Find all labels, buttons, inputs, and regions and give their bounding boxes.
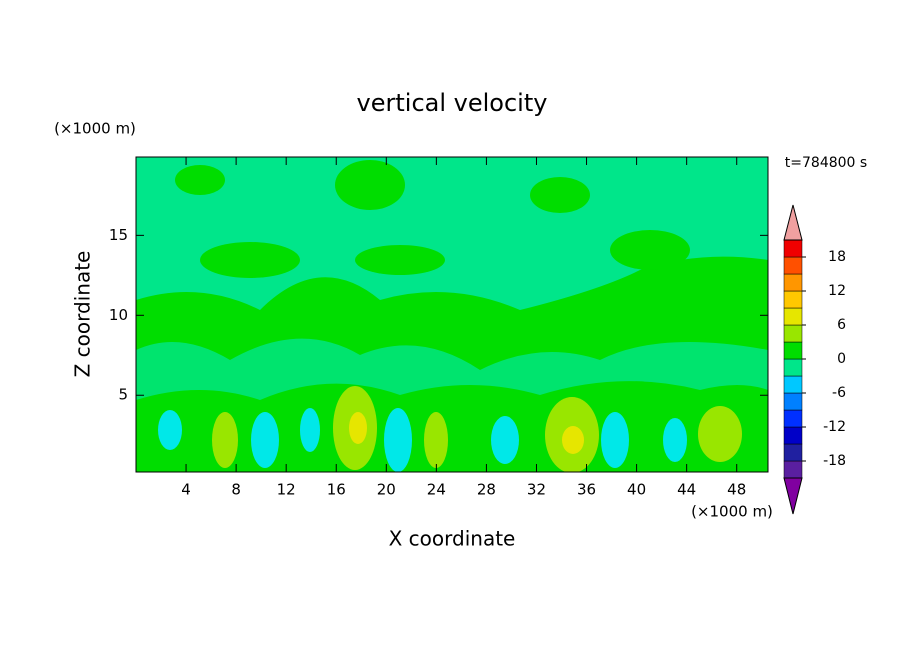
colorbar-box (783, 443, 803, 462)
x-tick-label: 20 (377, 481, 396, 499)
y-unit: (×1000 m) (54, 120, 136, 138)
y-axis-title: Z coordinate (71, 251, 95, 378)
colorbar-box (783, 375, 803, 394)
time-annotation: t=784800 s (785, 155, 867, 171)
x-axis-title: X coordinate (389, 527, 516, 551)
colorbar-box (783, 290, 803, 309)
x-tick-label: 44 (677, 481, 696, 499)
plot-frame (135, 156, 769, 473)
colorbar-under (783, 477, 803, 515)
x-tick-label: 48 (727, 481, 746, 499)
x-unit: (×1000 m) (691, 503, 773, 521)
y-tick-label: 10 (109, 306, 128, 324)
x-tick-label: 36 (577, 481, 596, 499)
x-tick-label: 28 (477, 481, 496, 499)
colorbar-box (783, 324, 803, 343)
colorbar-box (783, 426, 803, 445)
x-tick-label: 32 (527, 481, 546, 499)
colorbar-label: -12 (823, 419, 846, 435)
colorbar-box (783, 273, 803, 292)
colorbar-box (783, 307, 803, 326)
y-tick-label: 5 (118, 386, 128, 404)
colorbar-label: 12 (828, 283, 846, 299)
colorbar-box (783, 341, 803, 360)
colorbar-box (783, 460, 803, 479)
y-tick-label: 15 (109, 226, 128, 244)
x-tick-label: 24 (427, 481, 446, 499)
colorbar-box (783, 256, 803, 275)
colorbar-label: 6 (837, 317, 846, 333)
colorbar-over (783, 204, 803, 241)
colorbar-label: 18 (828, 249, 846, 265)
colorbar-box (783, 358, 803, 377)
colorbar-label: -6 (832, 385, 846, 401)
x-tick-label: 16 (327, 481, 346, 499)
colorbar-box (783, 409, 803, 428)
colorbar-label: -18 (823, 453, 846, 469)
x-tick-label: 12 (277, 481, 296, 499)
x-tick-label: 40 (627, 481, 646, 499)
chart-title: vertical velocity (357, 89, 548, 117)
x-tick-label: 8 (231, 481, 241, 499)
colorbar-box (783, 392, 803, 411)
contour-field (136, 157, 768, 472)
x-tick-label: 4 (181, 481, 191, 499)
colorbar-box (783, 239, 803, 258)
colorbar-label: 0 (837, 351, 846, 367)
